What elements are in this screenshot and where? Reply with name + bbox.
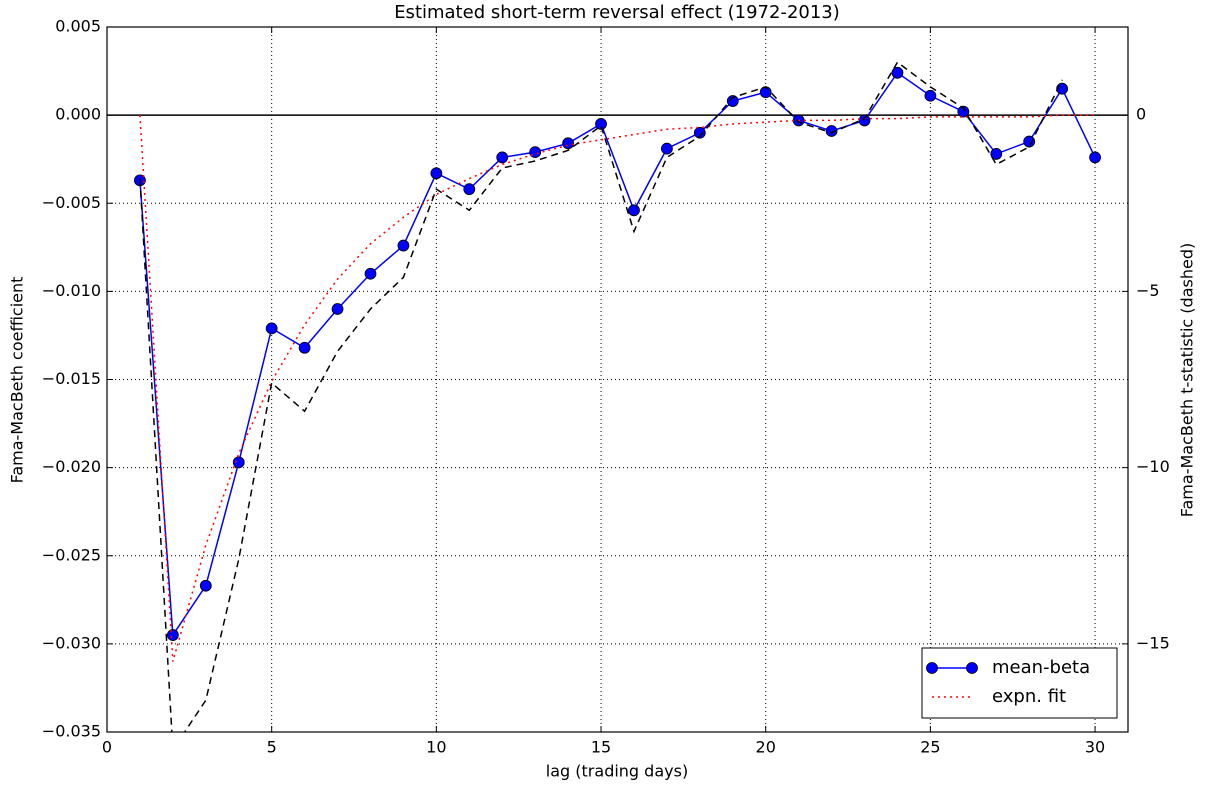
axes: 0 5 10 15 20 25 30 −0.035 −0.030 −0.025 −0.020 −0.0… — [42, 17, 1170, 757]
y-tick-label: −0.015 — [42, 369, 101, 388]
y2-tick-label: −15 — [1136, 633, 1170, 652]
chart-title: Estimated short-term reversal effect (19… — [394, 2, 840, 23]
y2-tick-label: 0 — [1136, 105, 1146, 124]
y2-axis-label: Fama-MacBeth t-statistic (dashed) — [1178, 243, 1197, 517]
x-tick-label: 0 — [102, 738, 112, 757]
x-tick-label: 25 — [920, 738, 940, 757]
y-tick-label: −0.035 — [42, 722, 101, 741]
data-point — [628, 204, 640, 217]
data-point — [463, 183, 476, 196]
plot-frame — [106, 26, 1129, 733]
data-point — [232, 456, 245, 469]
data-point — [595, 118, 607, 130]
y-tick-label: −0.025 — [42, 545, 101, 564]
y-tick-label: −0.010 — [42, 281, 101, 300]
data-point — [990, 147, 1003, 160]
data-point — [166, 629, 179, 641]
plot-area — [107, 61, 1128, 732]
data-point — [726, 95, 739, 107]
y2-tick-label: −5 — [1136, 281, 1160, 300]
x-tick-label: 15 — [591, 738, 611, 757]
y-axis-label: Fama-MacBeth coefficient — [8, 277, 27, 484]
data-point — [891, 66, 904, 79]
data-point — [661, 142, 673, 155]
legend-box — [921, 647, 1118, 719]
data-point — [298, 341, 311, 354]
data-point — [430, 167, 443, 180]
x-tick-label: 20 — [756, 738, 776, 757]
series-line — [139, 71, 1096, 638]
y-tick-label: −0.020 — [42, 457, 101, 476]
y-tick-label: 0.005 — [55, 17, 101, 36]
x-tick-label: 5 — [267, 738, 277, 757]
data-point — [924, 89, 937, 102]
y-tick-label: −0.005 — [42, 193, 101, 212]
x-tick-label: 30 — [1085, 738, 1105, 757]
data-point — [957, 105, 970, 118]
data-point — [693, 126, 706, 139]
data-point — [265, 322, 278, 335]
data-point — [1023, 135, 1036, 148]
data-point — [199, 579, 212, 592]
data-point — [364, 267, 377, 280]
data-point — [529, 146, 542, 159]
legend-marker — [966, 662, 978, 674]
x-axis-label: lag (trading days) — [546, 762, 688, 781]
data-point — [858, 114, 871, 127]
data-point — [331, 303, 344, 315]
data-point — [1089, 151, 1101, 164]
data-point — [759, 86, 772, 99]
series-line — [139, 61, 1063, 732]
legend-label: expn. fit — [992, 686, 1066, 707]
legend: mean-beta expn. fit — [921, 647, 1118, 719]
y2-tick-label: −10 — [1136, 457, 1170, 476]
x-tick-label: 10 — [426, 738, 446, 757]
data-point — [496, 151, 509, 164]
y-tick-label: 0.000 — [55, 105, 101, 124]
legend-marker — [926, 662, 938, 674]
data-point — [562, 137, 574, 150]
data-point — [825, 125, 838, 137]
legend-label: mean-beta — [992, 657, 1090, 678]
y-tick-label: −0.030 — [42, 633, 101, 652]
data-point — [397, 239, 410, 252]
